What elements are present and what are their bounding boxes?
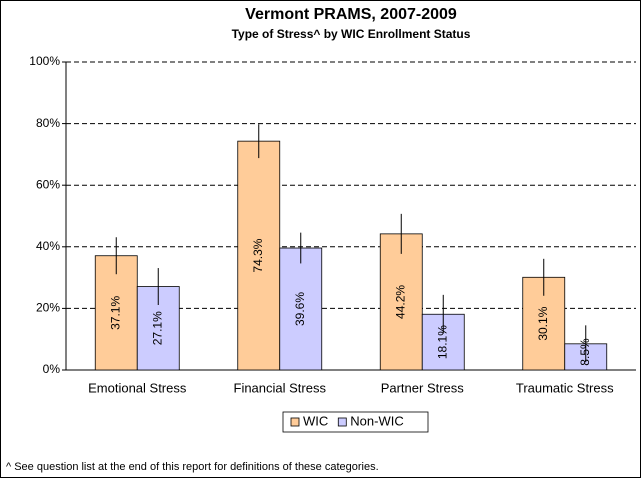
- value-label: 39.6%: [293, 292, 307, 326]
- legend-swatch: [337, 417, 347, 427]
- y-tick-label: 60%: [36, 177, 60, 191]
- bar: [279, 247, 323, 371]
- value-label: 18.1%: [435, 325, 449, 359]
- legend-label: WIC: [303, 413, 328, 428]
- legend-box: [282, 411, 429, 433]
- legend-label: Non-WIC: [350, 413, 403, 428]
- y-tick-label: 80%: [36, 116, 60, 130]
- y-tick-label: 40%: [36, 239, 60, 253]
- chart-title: Vermont PRAMS, 2007-2009: [245, 6, 457, 23]
- x-tick-label: Traumatic Stress: [516, 380, 614, 395]
- value-label: 37.1%: [108, 296, 122, 330]
- chart-subtitle: Type of Stress^ by WIC Enrollment Status: [232, 27, 471, 41]
- y-tick-label: 100%: [29, 54, 60, 68]
- footnote: ^ See question list at the end of this r…: [6, 461, 379, 473]
- x-tick-label: Emotional Stress: [88, 380, 187, 395]
- value-label: 8.5%: [578, 338, 592, 366]
- value-label: 44.2%: [393, 285, 407, 319]
- bar: [237, 140, 281, 371]
- value-label: 74.3%: [251, 238, 265, 272]
- value-label: 27.1%: [150, 311, 164, 345]
- bar: [94, 255, 138, 371]
- x-tick-label: Partner Stress: [381, 380, 465, 395]
- legend-swatch: [290, 417, 300, 427]
- y-tick-label: 20%: [36, 301, 60, 315]
- value-label: 30.1%: [536, 306, 550, 340]
- y-tick-label: 0%: [43, 362, 61, 376]
- x-tick-label: Financial Stress: [234, 380, 327, 395]
